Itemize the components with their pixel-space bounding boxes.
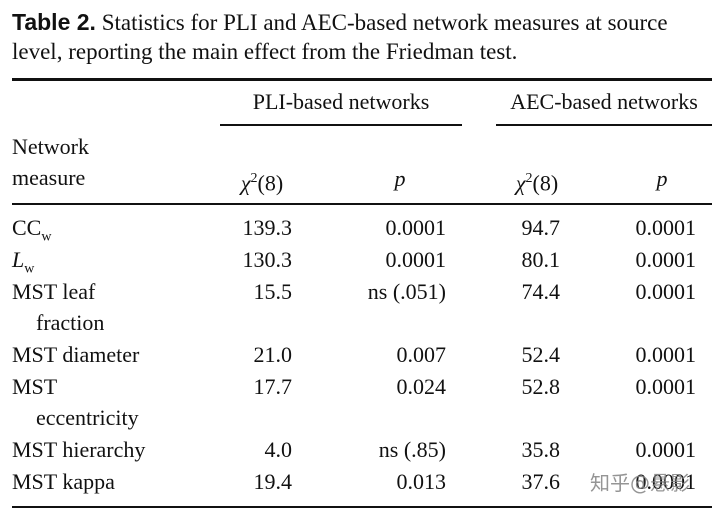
cell: 21.0 — [253, 342, 293, 367]
group-rule — [220, 124, 462, 126]
cell: 52.8 — [521, 374, 561, 399]
cell: 0.0001 — [635, 469, 697, 494]
cell: 0.0001 — [385, 215, 447, 240]
watermark: 知乎@悬影 — [590, 471, 690, 495]
row-subscript: w — [24, 261, 35, 277]
caption-label: Table 2. — [12, 9, 96, 35]
column-header: p — [394, 166, 406, 191]
cell: 0.0001 — [635, 279, 697, 304]
row-name: CC — [12, 215, 42, 240]
cell: 52.4 — [521, 342, 561, 367]
group-rule — [496, 124, 712, 126]
row-label: MST — [12, 374, 57, 400]
row-label: MST diameter — [12, 342, 139, 368]
caption: Table 2. Statistics for PLI and AEC-base… — [12, 8, 712, 66]
group-header: PLI-based networks — [252, 89, 430, 114]
cell: 139.3 — [242, 215, 293, 240]
group-header: AEC-based networks — [510, 89, 698, 114]
cell: 0.0001 — [635, 437, 697, 462]
cell: 0.0001 — [635, 342, 697, 367]
cell: 0.013 — [396, 469, 447, 494]
cell: 94.7 — [521, 215, 561, 240]
row-subscript: w — [41, 229, 52, 245]
cell: 0.0001 — [635, 215, 697, 240]
row-name: eccentricity — [36, 405, 139, 430]
chi-symbol: χ — [515, 170, 526, 196]
column-header: measure — [12, 165, 86, 190]
row-label: MST hierarchy — [12, 437, 145, 463]
top-rule — [12, 78, 712, 81]
chi-df: (8) — [257, 170, 284, 196]
cell: 37.6 — [521, 469, 561, 494]
cell: 15.5 — [253, 279, 293, 304]
column-header: Network — [12, 134, 89, 159]
chi-df: (8) — [532, 170, 559, 196]
chi-symbol: χ — [240, 170, 251, 196]
row-label: MST leaf — [12, 279, 95, 305]
row-name: MST diameter — [12, 342, 140, 367]
caption-text: Statistics for PLI and AEC-based network… — [12, 10, 668, 64]
cell: 130.3 — [242, 247, 293, 272]
cell: 0.024 — [396, 374, 447, 399]
row-name: MST leaf — [12, 279, 96, 304]
column-header: χ2(8) — [241, 166, 283, 196]
cell: ns (.051) — [367, 279, 446, 304]
row-name: fraction — [36, 310, 105, 335]
cell: 17.7 — [253, 374, 293, 399]
row-name: MST hierarchy — [12, 437, 146, 462]
cell: 0.0001 — [635, 374, 697, 399]
column-header: χ2(8) — [516, 166, 558, 196]
cell: 35.8 — [521, 437, 561, 462]
row-label: MST kappa — [12, 469, 115, 495]
chi-superscript: 2 — [250, 171, 258, 186]
row-name: MST kappa — [12, 469, 115, 494]
row-label: fraction — [36, 310, 104, 336]
bottom-rule — [12, 506, 712, 508]
cell: 19.4 — [253, 469, 293, 494]
cell: 4.0 — [264, 437, 293, 462]
chi-superscript: 2 — [525, 171, 533, 186]
header-rule — [12, 203, 712, 205]
cell: 0.007 — [396, 342, 447, 367]
cell: 0.0001 — [385, 247, 447, 272]
cell: 74.4 — [521, 279, 561, 304]
row-label: CCw — [12, 215, 51, 250]
row-name: MST — [12, 374, 58, 399]
column-header: p — [656, 166, 668, 191]
row-label: Lw — [12, 247, 34, 282]
cell: 0.0001 — [635, 247, 697, 272]
cell: ns (.85) — [378, 437, 446, 462]
cell: 80.1 — [521, 247, 561, 272]
row-name: L — [12, 247, 25, 272]
row-label: eccentricity — [36, 405, 139, 431]
